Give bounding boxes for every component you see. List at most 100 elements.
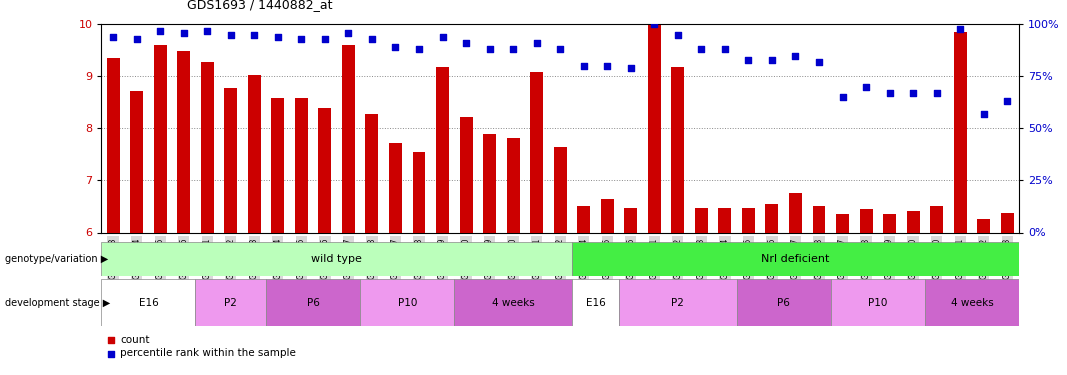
- Bar: [1001, 213, 1014, 232]
- Point: [105, 34, 122, 40]
- Bar: [413, 152, 426, 232]
- Bar: [601, 199, 614, 232]
- Bar: [572, 242, 1019, 276]
- Bar: [195, 279, 266, 326]
- Point: [269, 34, 286, 40]
- Bar: [294, 98, 307, 232]
- Text: 4 weeks: 4 weeks: [492, 298, 535, 308]
- Point: [952, 26, 969, 32]
- Bar: [736, 279, 831, 326]
- Point: [316, 36, 333, 42]
- Point: [411, 46, 428, 53]
- Bar: [341, 45, 355, 232]
- Point: [364, 36, 381, 42]
- Bar: [266, 279, 361, 326]
- Point: [434, 34, 451, 40]
- Text: 4 weeks: 4 weeks: [951, 298, 993, 308]
- Text: P2: P2: [671, 298, 684, 308]
- Text: P2: P2: [224, 298, 237, 308]
- Bar: [483, 134, 496, 232]
- Bar: [695, 207, 707, 232]
- Point: [128, 36, 145, 42]
- Bar: [925, 279, 1019, 326]
- Point: [928, 90, 945, 96]
- Point: [152, 28, 169, 34]
- Point: [175, 30, 192, 36]
- Bar: [718, 207, 731, 232]
- Bar: [831, 279, 925, 326]
- Bar: [883, 214, 896, 232]
- Point: [575, 63, 592, 69]
- Point: [999, 98, 1016, 104]
- Bar: [907, 211, 920, 232]
- Bar: [271, 98, 284, 232]
- Bar: [530, 72, 543, 232]
- Bar: [154, 45, 166, 232]
- Point: [716, 46, 733, 53]
- Point: [811, 59, 828, 65]
- Bar: [248, 75, 260, 232]
- Legend: count, percentile rank within the sample: count, percentile rank within the sample: [107, 335, 296, 358]
- Point: [222, 32, 239, 38]
- Point: [834, 94, 851, 100]
- Bar: [436, 67, 449, 232]
- Point: [858, 84, 875, 90]
- Point: [387, 44, 404, 50]
- Text: development stage ▶: development stage ▶: [5, 298, 111, 308]
- Point: [763, 57, 780, 63]
- Bar: [977, 219, 990, 232]
- Point: [975, 111, 992, 117]
- Point: [458, 40, 475, 46]
- Point: [481, 46, 498, 53]
- Bar: [572, 279, 619, 326]
- Point: [198, 28, 216, 34]
- Point: [739, 57, 757, 63]
- Point: [552, 46, 569, 53]
- Bar: [930, 207, 943, 232]
- Bar: [107, 58, 120, 232]
- Point: [692, 46, 710, 53]
- Bar: [837, 214, 849, 232]
- Bar: [201, 62, 213, 232]
- Point: [292, 36, 309, 42]
- Bar: [671, 67, 684, 232]
- Point: [905, 90, 922, 96]
- Bar: [460, 117, 473, 232]
- Text: E16: E16: [139, 298, 158, 308]
- Text: Nrl deficient: Nrl deficient: [761, 254, 830, 264]
- Bar: [648, 26, 660, 233]
- Point: [646, 21, 663, 27]
- Bar: [224, 88, 237, 232]
- Text: wild type: wild type: [312, 254, 362, 264]
- Bar: [624, 207, 637, 232]
- Bar: [619, 279, 736, 326]
- Bar: [177, 51, 190, 232]
- Point: [787, 53, 805, 58]
- Point: [669, 32, 686, 38]
- Bar: [455, 279, 572, 326]
- Bar: [101, 242, 572, 276]
- Point: [622, 65, 639, 71]
- Bar: [860, 209, 873, 232]
- Bar: [554, 147, 567, 232]
- Bar: [577, 207, 590, 232]
- Text: P10: P10: [398, 298, 417, 308]
- Point: [505, 46, 522, 53]
- Bar: [361, 279, 455, 326]
- Bar: [765, 204, 779, 232]
- Text: P10: P10: [869, 298, 888, 308]
- Point: [881, 90, 898, 96]
- Bar: [101, 279, 195, 326]
- Point: [599, 63, 616, 69]
- Bar: [507, 138, 520, 232]
- Bar: [318, 108, 332, 232]
- Point: [528, 40, 545, 46]
- Bar: [366, 114, 379, 232]
- Text: GDS1693 / 1440882_at: GDS1693 / 1440882_at: [187, 0, 332, 11]
- Bar: [954, 32, 967, 232]
- Bar: [389, 143, 402, 232]
- Bar: [742, 207, 754, 232]
- Bar: [813, 207, 826, 232]
- Text: P6: P6: [777, 298, 791, 308]
- Bar: [130, 91, 143, 232]
